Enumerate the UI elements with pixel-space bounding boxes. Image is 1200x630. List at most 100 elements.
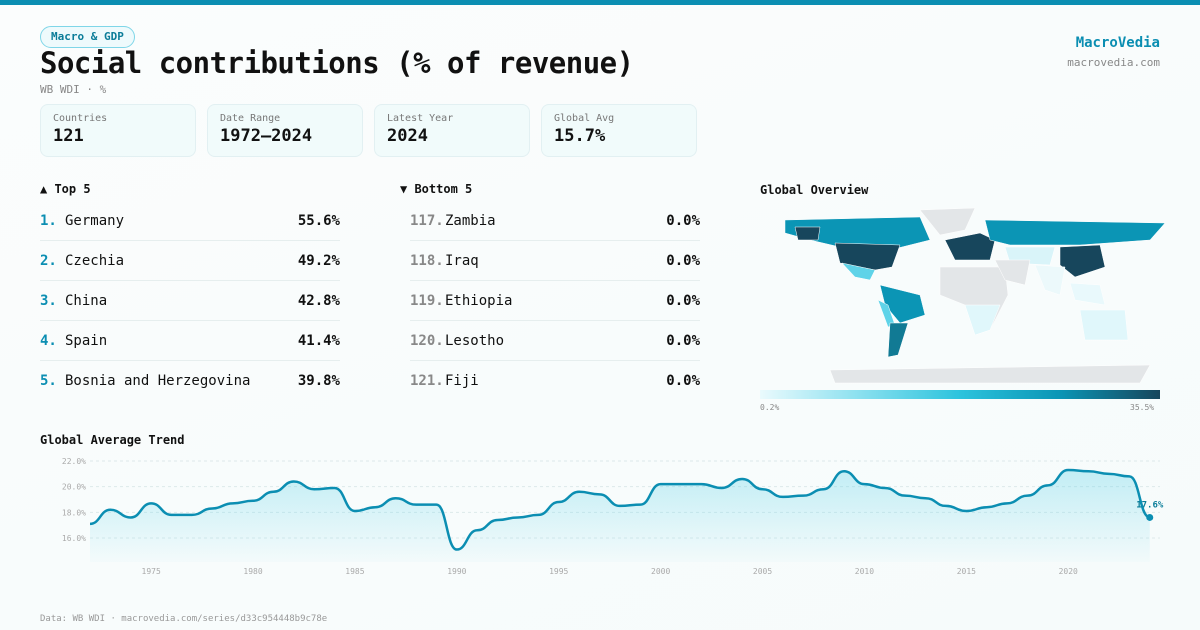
mexico <box>841 262 876 281</box>
rank-number: 5. <box>40 373 57 389</box>
trend-heading: Global Average Trend <box>40 433 185 447</box>
world-map[interactable] <box>780 205 1170 385</box>
top5-heading: ▲ Top 5 <box>40 182 91 196</box>
rank-number: 121. <box>410 373 444 389</box>
x-tick-label: 2010 <box>855 567 874 576</box>
footer-source: Data: WB WDI · macrovedia.com/series/d33… <box>40 614 328 624</box>
alaska <box>794 226 821 241</box>
last-value-label: 17.6% <box>1136 500 1164 510</box>
trend-chart[interactable]: 16.0% 18.0% 20.0% 22.0% 1975 1980 1985 1990 1995… <box>0 450 1200 580</box>
legend-min: 0.2% <box>760 403 780 412</box>
china <box>1059 244 1106 278</box>
x-tick-label: 2005 <box>753 567 772 576</box>
country-name: China <box>65 292 108 309</box>
southeast-asia <box>1069 282 1106 306</box>
country-value: 0.0% <box>666 252 700 269</box>
middle-east <box>994 259 1031 286</box>
rank-number: 117. <box>410 212 444 229</box>
country-name: Fiji <box>445 373 479 389</box>
usa <box>834 242 901 271</box>
country-value: 41.4% <box>297 332 340 349</box>
stat-value: 2024 <box>387 126 428 146</box>
ranking-row[interactable]: 119. Ethiopia 0.0% <box>410 281 700 321</box>
trend-area <box>90 469 1150 562</box>
russia <box>984 219 1166 246</box>
country-value: 0.0% <box>666 212 700 229</box>
legend-max: 35.5% <box>1130 403 1155 412</box>
country-value: 42.8% <box>297 292 340 309</box>
south-asia <box>1034 264 1066 296</box>
x-tick-label: 2000 <box>651 567 670 576</box>
southern-africa <box>964 304 1001 336</box>
stat-value: 15.7% <box>554 126 606 146</box>
stat-countries: Countries 121 <box>40 104 196 157</box>
country-name: Zambia <box>445 212 496 229</box>
bottom5-heading: ▼ Bottom 5 <box>400 182 473 196</box>
argentina <box>887 322 909 358</box>
category-badge[interactable]: Macro & GDP <box>40 26 135 48</box>
country-name: Germany <box>65 212 125 229</box>
rank-number: 4. <box>40 332 57 349</box>
rank-number: 119. <box>410 292 444 309</box>
country-value: 55.6% <box>297 212 340 229</box>
country-name: Lesotho <box>445 332 505 349</box>
country-value: 0.0% <box>666 292 700 309</box>
ranking-row[interactable]: 2. Czechia 49.2% <box>40 241 340 281</box>
ranking-row[interactable]: 1. Germany 55.6% <box>40 201 340 241</box>
x-tick-label: 1995 <box>549 567 568 576</box>
country-name: Ethiopia <box>445 292 513 309</box>
country-value: 39.8% <box>297 373 340 389</box>
brand-domain: macrovedia.com <box>1067 56 1160 69</box>
south-america-north <box>879 284 926 324</box>
map-color-legend <box>760 390 1160 399</box>
x-tick-label: 1980 <box>243 567 262 576</box>
x-tick-label: 1975 <box>142 567 161 576</box>
stat-date-range: Date Range 1972–2024 <box>207 104 363 157</box>
country-value: 0.0% <box>666 373 700 389</box>
ranking-row[interactable]: 118. Iraq 0.0% <box>410 241 700 281</box>
map-heading: Global Overview <box>760 183 869 197</box>
y-tick-label: 18.0% <box>62 508 86 517</box>
data-point <box>1146 513 1154 521</box>
country-name: Czechia <box>65 252 125 269</box>
top5-list: 1. Germany 55.6% 2. Czechia 49.2% 3. China 42.8%… <box>40 201 340 401</box>
australia <box>1079 309 1129 341</box>
ranking-row[interactable]: 121. Fiji 0.0% <box>410 361 700 401</box>
ranking-row[interactable]: 4. Spain 41.4% <box>40 321 340 361</box>
y-tick-label: 20.0% <box>62 483 86 492</box>
europe <box>944 232 996 261</box>
rank-number: 2. <box>40 252 57 269</box>
bottom5-list: 117. Zambia 0.0% 118. Iraq 0.0% 119. Ethiopia 0.… <box>410 201 700 401</box>
rank-number: 1. <box>40 212 57 229</box>
antarctica <box>829 364 1151 384</box>
y-tick-label: 22.0% <box>62 457 86 466</box>
country-value: 0.0% <box>666 332 700 349</box>
ranking-row[interactable]: 5. Bosnia and Herzegovina 39.8% <box>40 361 340 401</box>
rank-number: 118. <box>410 252 444 269</box>
country-name: Bosnia and Herzegovina <box>65 373 251 389</box>
stat-latest-year: Latest Year 2024 <box>374 104 530 157</box>
country-name: Spain <box>65 332 108 349</box>
y-tick-label: 16.0% <box>62 534 86 543</box>
stat-global-avg: Global Avg 15.7% <box>541 104 697 157</box>
stat-label: Global Avg <box>554 113 615 124</box>
x-tick-label: 2015 <box>957 567 976 576</box>
top-accent-bar <box>0 0 1200 5</box>
stat-value: 121 <box>53 126 84 146</box>
ranking-row[interactable]: 3. China 42.8% <box>40 281 340 321</box>
brand-logo[interactable]: MacroVedia <box>1075 35 1160 51</box>
stat-label: Countries <box>53 113 108 124</box>
page-subtitle: WB WDI · % <box>40 83 107 96</box>
rank-number: 120. <box>410 332 444 349</box>
stat-label: Date Range <box>220 113 281 124</box>
country-value: 49.2% <box>297 252 340 269</box>
country-name: Iraq <box>445 252 479 269</box>
x-tick-label: 1990 <box>447 567 466 576</box>
trend-line <box>89 468 1151 551</box>
greenland <box>919 207 976 236</box>
ranking-row[interactable]: 120. Lesotho 0.0% <box>410 321 700 361</box>
x-tick-label: 1985 <box>345 567 364 576</box>
ranking-row[interactable]: 117. Zambia 0.0% <box>410 201 700 241</box>
stat-value: 1972–2024 <box>220 126 313 146</box>
rank-number: 3. <box>40 292 57 309</box>
